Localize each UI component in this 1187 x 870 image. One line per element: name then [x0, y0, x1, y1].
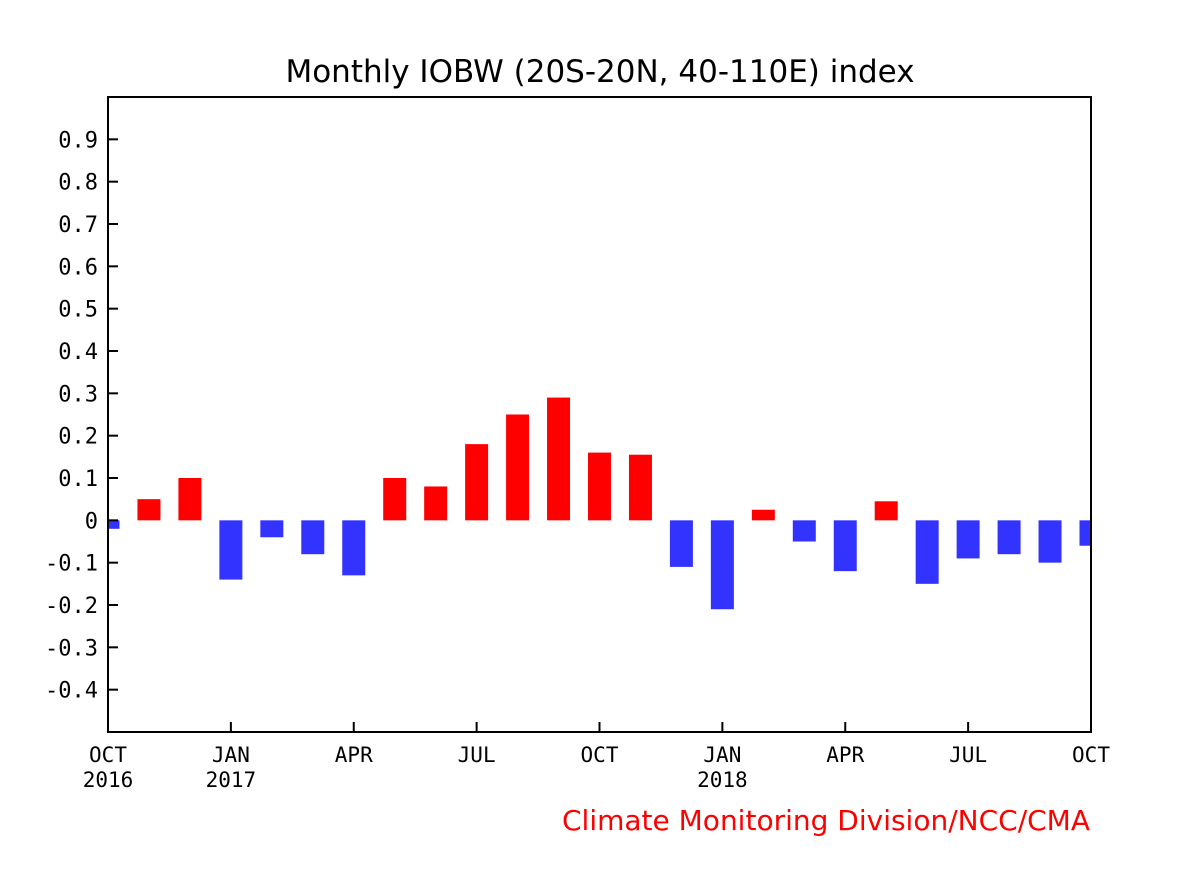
bar-2018-08: [997, 520, 1021, 555]
x-tick-label: JAN: [703, 743, 741, 767]
bar-2017-07: [465, 444, 489, 521]
bar-2017-12: [669, 520, 693, 567]
y-tick-label: -0.3: [45, 636, 98, 661]
bar-2017-09: [547, 397, 571, 521]
y-tick-label: 0.8: [58, 171, 98, 196]
x-tick-label: JUL: [458, 743, 496, 767]
bar-2018-03: [792, 520, 816, 542]
bar-2017-02: [260, 520, 284, 538]
y-tick-label: 0.3: [58, 382, 98, 407]
x-tick-year: 2018: [697, 768, 748, 792]
bar-2018-05: [874, 501, 898, 521]
y-tick-label: -0.2: [45, 594, 98, 619]
y-axis: -0.4 -0.3 -0.2 -0.1 0 0.1 0.2 0.3 0.4 0.5 0.6 0.7 0.…: [45, 128, 118, 704]
bar-2017-11: [628, 454, 652, 521]
bar-2018-02: [751, 509, 775, 521]
y-tick-label: 0.7: [58, 213, 98, 238]
bars-group: [108, 397, 1091, 610]
y-tick-label: 0: [85, 509, 98, 534]
plot-frame: [107, 96, 1092, 733]
bar-2018-04: [833, 520, 857, 572]
bar-2016-10: [108, 520, 120, 529]
y-tick-label: 0.2: [58, 425, 98, 450]
bar-2017-10: [588, 452, 611, 521]
x-tick-label: JAN: [212, 743, 250, 767]
x-tick-year: 2016: [83, 768, 134, 792]
bar-2017-06: [424, 486, 448, 521]
bar-2017-04: [342, 520, 366, 576]
x-tick-label: JUL: [949, 743, 987, 767]
bar-2017-03: [301, 520, 325, 555]
bar-2016-11: [137, 499, 161, 521]
chart-title: Monthly IOBW (20S-20N, 40-110E) index: [285, 54, 914, 90]
x-tick-label: OCT: [581, 743, 619, 767]
x-tick-label: APR: [335, 743, 373, 767]
bar-2018-06: [915, 520, 939, 584]
bar-2018-07: [956, 520, 980, 559]
bar-2017-08: [506, 414, 530, 521]
y-tick-label: 0.9: [58, 128, 98, 153]
bar-2018-01: [710, 520, 734, 610]
x-tick-label: OCT: [89, 743, 127, 767]
y-tick-label: 0.5: [58, 298, 98, 323]
y-tick-label: -0.4: [45, 679, 98, 704]
y-tick-label: -0.1: [45, 552, 98, 577]
x-tick-label: APR: [826, 743, 864, 767]
bar-2017-01: [219, 520, 243, 580]
credit-text: Climate Monitoring Division/NCC/CMA: [562, 804, 1090, 837]
bar-2018-10: [1079, 520, 1091, 546]
y-tick-label: 0.4: [58, 340, 98, 365]
bar-2016-12: [178, 478, 202, 521]
bar-2017-05: [383, 478, 407, 521]
x-tick-year: 2017: [206, 768, 257, 792]
y-tick-label: 0.6: [58, 255, 98, 280]
y-tick-label: 0.1: [58, 467, 98, 492]
x-tick-label: OCT: [1072, 743, 1110, 767]
bar-2018-09: [1038, 520, 1062, 563]
